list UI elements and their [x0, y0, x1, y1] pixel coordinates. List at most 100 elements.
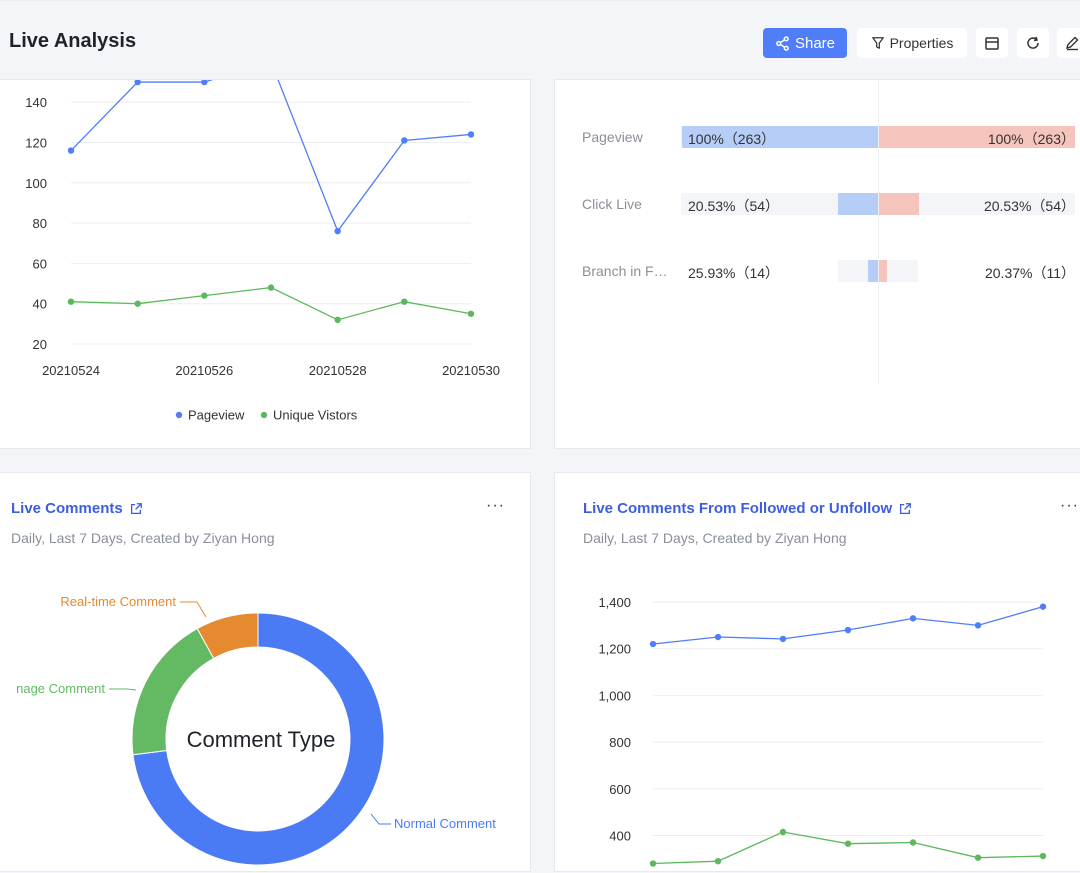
- edit-button[interactable]: [1057, 28, 1080, 58]
- pageview-chart-card: 20 40 60 80 100 120 140 20210524 20210526 2021052…: [0, 78, 531, 449]
- data-point: [844, 840, 852, 847]
- y-tick-label: 60: [33, 256, 47, 271]
- funnel-left-track: [838, 260, 877, 282]
- live-comments-subtitle: Daily, Last 7 Days, Created by Ziyan Hon…: [11, 530, 275, 546]
- funnel-left-value-click-live: 20.53%（54）: [688, 198, 780, 214]
- funnel-right-track: [879, 260, 918, 282]
- data-point: [334, 316, 341, 324]
- data-point: [134, 300, 141, 307]
- funnel-left-bar-branch: [867, 260, 878, 282]
- more-menu-button[interactable]: ···: [486, 497, 505, 514]
- funnel-left-value-branch: 25.93%（14）: [688, 265, 780, 281]
- top-header: Live Analysis Share Properties: [0, 0, 1080, 80]
- funnel-right-bar-pageview: [879, 126, 1075, 148]
- data-point: [334, 227, 341, 235]
- funnel-left-bar-pageview: [682, 126, 878, 148]
- data-point: [267, 284, 275, 291]
- slice-label: nage Comment: [16, 681, 105, 696]
- data-point: [974, 854, 982, 861]
- data-point: [201, 78, 208, 86]
- y-tick-label: 400: [609, 829, 631, 844]
- funnel-left-value-pageview: 100%（263）: [688, 131, 776, 147]
- series-line: [652, 831, 1044, 865]
- data-point: [67, 147, 75, 154]
- filter-icon: [871, 37, 884, 49]
- data-point: [401, 137, 408, 144]
- funnel-right-value-pageview: 100%（263）: [987, 131, 1075, 147]
- live-comments-title[interactable]: Live Comments: [11, 500, 143, 517]
- x-tick-label: 20210528: [309, 363, 367, 378]
- data-point: [467, 131, 475, 138]
- funnel-left-bar-click-live: [837, 193, 878, 215]
- data-point: [779, 635, 787, 643]
- data-point: [201, 292, 208, 299]
- properties-label: Properties: [889, 35, 954, 51]
- legend-label: Unique Vistors: [273, 408, 358, 423]
- slice-label: Real-time Comment: [60, 594, 176, 609]
- calendar-button[interactable]: [976, 28, 1008, 58]
- data-point: [779, 828, 787, 836]
- data-point: [974, 622, 982, 629]
- live-comments-card: Live Comments Daily, Last 7 Days, Create…: [0, 472, 531, 872]
- share-label: Share: [794, 34, 836, 52]
- followed-comments-subtitle: Daily, Last 7 Days, Created by Ziyan Hon…: [583, 530, 847, 546]
- data-point: [909, 839, 917, 846]
- data-point: [714, 857, 722, 865]
- donut-slice: [132, 612, 385, 866]
- slice-label: Normal Comment: [394, 816, 496, 831]
- y-tick-label: 140: [25, 95, 47, 110]
- share-icon: [776, 35, 789, 51]
- data-point: [134, 78, 141, 86]
- y-tick-label: 600: [609, 782, 631, 797]
- live-comments-title-text: Live Comments: [11, 500, 123, 517]
- edit-icon: [1065, 36, 1078, 51]
- page-title: Live Analysis: [9, 30, 137, 52]
- properties-button[interactable]: Properties: [857, 28, 967, 58]
- series-line: [652, 606, 1044, 645]
- leader-line: [180, 601, 207, 618]
- legend-label: Pageview: [188, 408, 245, 423]
- x-tick-label: 20210524: [42, 363, 100, 378]
- y-tick-label: 80: [33, 216, 47, 231]
- y-tick-label: 1,400: [598, 595, 631, 610]
- donut-slice: [196, 612, 259, 660]
- data-point: [909, 615, 917, 622]
- share-button[interactable]: Share: [763, 28, 847, 58]
- x-tick-label: 20210530: [442, 363, 500, 378]
- funnel-card: Pageview 100%（263） 100%（263） Click Live …: [554, 79, 1080, 449]
- legend-marker: [175, 411, 183, 419]
- data-point: [67, 298, 75, 305]
- legend-marker: [260, 411, 268, 419]
- leader-line: [370, 813, 391, 825]
- leader-line: [109, 688, 137, 691]
- external-link-icon: [900, 502, 912, 514]
- external-link-icon: [130, 502, 142, 514]
- more-menu-button[interactable]: ···: [1060, 497, 1079, 514]
- data-point: [1039, 603, 1047, 610]
- data-point: [467, 310, 475, 317]
- y-tick-label: 40: [33, 297, 47, 312]
- pageview-line-chart: 20 40 60 80 100 120 140 20210524 20210526 2021052…: [25, 78, 500, 423]
- x-tick-label: 20210526: [175, 363, 233, 378]
- refresh-button[interactable]: [1017, 28, 1049, 58]
- followed-comments-card: Live Comments From Followed or Unfollow …: [554, 472, 1080, 872]
- data-point: [649, 640, 657, 648]
- funnel-right-bar-click-live: [879, 193, 920, 215]
- refresh-icon: [1027, 36, 1039, 49]
- calendar-icon: [985, 37, 999, 50]
- followed-comments-title[interactable]: Live Comments From Followed or Unfollow: [583, 500, 912, 517]
- y-tick-label: 100: [25, 176, 47, 191]
- funnel-right-value-click-live: 20.53%（54）: [983, 198, 1075, 214]
- y-tick-label: 120: [25, 136, 47, 151]
- funnel-row-label-click-live: Click Live: [582, 196, 642, 212]
- funnel-center-divider: [878, 80, 879, 385]
- data-point: [714, 633, 722, 641]
- y-tick-label: 1,000: [598, 688, 631, 703]
- funnel-right-value-branch: 20.37%（11）: [984, 265, 1075, 281]
- funnel-row-label-pageview: Pageview: [582, 129, 643, 145]
- y-tick-label: 1,200: [598, 642, 631, 657]
- funnel-right-bar-branch: [879, 260, 888, 282]
- followed-line-chart: 400 600 800 1,000 1,200 1,400: [598, 595, 1047, 867]
- data-point: [401, 298, 408, 305]
- comment-type-donut-chart: Comment Type Normal Comment nage Comment Re…: [16, 594, 496, 866]
